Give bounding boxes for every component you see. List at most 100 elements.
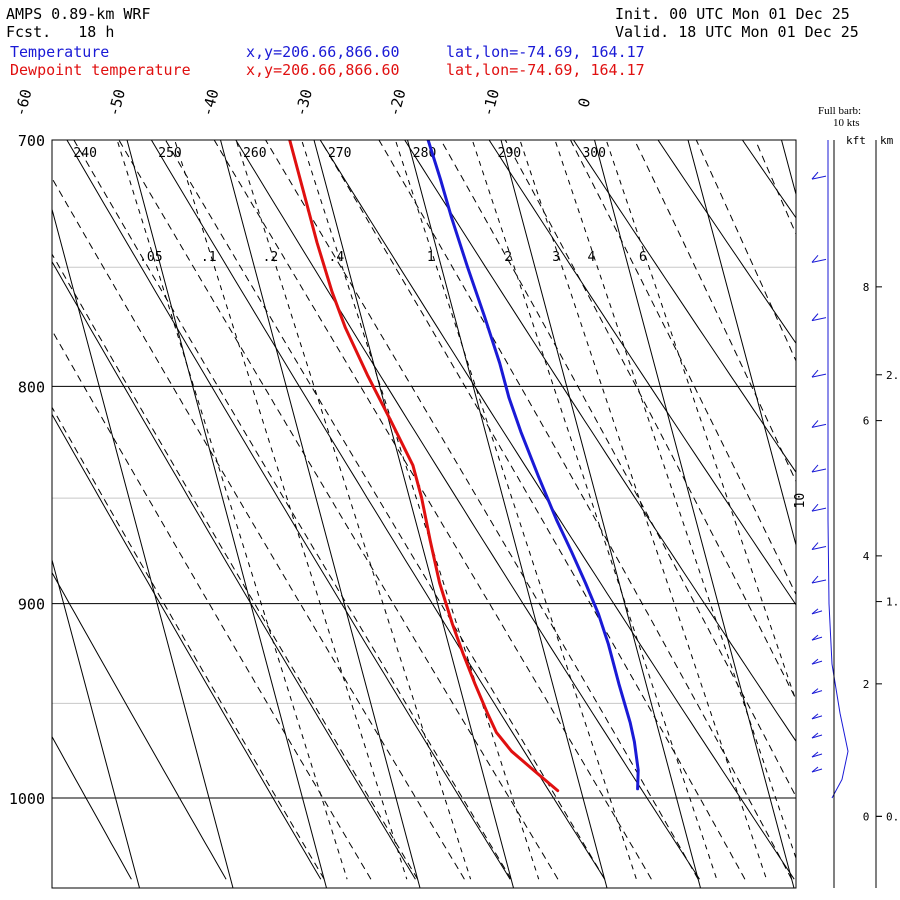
moist-adiabat bbox=[52, 406, 325, 880]
dry-adiabat-label: 270 bbox=[328, 146, 351, 161]
isotherm-tick-label: -40 bbox=[198, 87, 222, 118]
wind-barb-flag bbox=[811, 768, 823, 773]
pressure-tick-label: 1000 bbox=[9, 790, 45, 808]
isotherm bbox=[780, 140, 796, 197]
valid-time: Valid. 18 UTC Mon 01 Dec 25 bbox=[615, 23, 859, 41]
isotherm-tick-label: -30 bbox=[292, 87, 316, 118]
wind-barb-flag bbox=[811, 579, 827, 584]
moist-adiabat bbox=[319, 140, 746, 880]
mixing-ratio-line bbox=[174, 140, 408, 880]
mixing-ratio-line bbox=[519, 140, 767, 880]
dry-adiabat-label: 250 bbox=[158, 146, 181, 161]
dry-adiabat bbox=[66, 140, 511, 880]
moist-adiabat bbox=[164, 140, 606, 880]
wind-barb-flag bbox=[811, 610, 823, 615]
kft-tick-label: 4 bbox=[863, 550, 870, 563]
dry-adiabat bbox=[488, 140, 796, 606]
wind-barb-flag bbox=[811, 715, 823, 720]
moist-adiabat bbox=[504, 140, 796, 701]
wind-barb-flag bbox=[811, 507, 827, 512]
wind-barb bbox=[811, 608, 823, 615]
moist-adiabat bbox=[52, 177, 465, 880]
wind-barb bbox=[811, 575, 827, 584]
wind-barb-flag bbox=[811, 258, 827, 263]
pressure-tick-label: 800 bbox=[18, 378, 45, 396]
dry-adiabat bbox=[235, 140, 700, 880]
wind-barb-staff bbox=[811, 503, 819, 512]
dry-adiabat bbox=[572, 140, 796, 474]
wind-barb bbox=[811, 688, 823, 695]
moist-adiabat bbox=[213, 140, 652, 880]
dry-adiabat bbox=[741, 140, 796, 219]
wind-barb-flag bbox=[811, 546, 827, 551]
isotherm-tick-label: -10 bbox=[479, 87, 503, 118]
wind-barb-staff bbox=[811, 751, 819, 758]
isotherm bbox=[0, 130, 49, 898]
wind-barb-staff bbox=[811, 171, 819, 180]
pressure-tick-label: 900 bbox=[18, 596, 45, 614]
wind-barb bbox=[811, 503, 827, 512]
wind-barb-flag bbox=[811, 423, 827, 428]
isotherm-tick-label: 0 bbox=[575, 96, 595, 109]
wind-barb-flag bbox=[811, 468, 827, 473]
wind-barb-flag bbox=[811, 753, 823, 758]
dry-adiabat-label: 240 bbox=[73, 146, 96, 161]
kft-tick-label: 8 bbox=[863, 281, 870, 294]
wind-barb bbox=[811, 634, 823, 641]
dry-adiabat bbox=[52, 413, 322, 880]
km-tick-label: 0. bbox=[886, 810, 899, 823]
mixing-ratio-label: .05 bbox=[139, 250, 162, 265]
wind-barb-flag bbox=[811, 317, 827, 322]
wind-barb-flag bbox=[811, 660, 823, 665]
wind-note-line2: 10 kts bbox=[833, 117, 860, 129]
wind-barb bbox=[811, 766, 823, 773]
isotherm-tick-label: -60 bbox=[11, 87, 35, 118]
moist-adiabat bbox=[633, 140, 796, 483]
wind-barb-staff bbox=[811, 420, 819, 428]
wind-barb-staff bbox=[811, 713, 819, 720]
mixing-ratio-line bbox=[116, 140, 348, 880]
moist-adiabat bbox=[52, 253, 419, 880]
series-temperature-xy: x,y=206.66,866.60 bbox=[246, 43, 400, 61]
mixing-ratio-label: 1 bbox=[427, 250, 435, 265]
wind-barb-staff bbox=[811, 634, 819, 641]
wind-barb-staff bbox=[811, 688, 819, 695]
wind-speed-trace bbox=[827, 140, 849, 799]
wind-barb-staff bbox=[811, 658, 819, 665]
dry-adiabat bbox=[657, 140, 796, 345]
wind-note-line1: Full barb: bbox=[818, 105, 861, 117]
wind-barb-flag bbox=[811, 690, 823, 695]
wind-barb bbox=[811, 658, 823, 665]
wind-barb-staff bbox=[811, 313, 819, 321]
dry-adiabat bbox=[52, 571, 227, 880]
wind-barb bbox=[811, 713, 823, 720]
dry-adiabat bbox=[808, 114, 900, 880]
mixing-ratio-line bbox=[605, 140, 796, 703]
dry-adiabat-label: 290 bbox=[498, 146, 521, 161]
wind-barb-staff bbox=[811, 608, 819, 615]
mixing-ratio-label: 2 bbox=[504, 250, 512, 265]
moist-adiabat bbox=[569, 140, 796, 596]
wind-barb bbox=[811, 313, 827, 322]
isotach-label: 10 bbox=[793, 493, 808, 509]
mixing-ratio-label: .4 bbox=[329, 250, 345, 265]
wind-barb-staff bbox=[811, 255, 819, 263]
wind-barb bbox=[811, 420, 827, 428]
dry-adiabat-label: 300 bbox=[582, 146, 605, 161]
wind-barb bbox=[811, 732, 823, 739]
isotherm bbox=[687, 140, 796, 547]
wind-barb-flag bbox=[811, 734, 823, 739]
isotherm bbox=[52, 557, 141, 888]
kft-tick-label: 0 bbox=[863, 810, 870, 823]
series-dewpoint-xy: x,y=206.66,866.60 bbox=[246, 61, 400, 79]
kft-tick-label: 6 bbox=[863, 415, 870, 428]
mixing-ratio-label: .1 bbox=[201, 250, 217, 265]
wind-barb-flag bbox=[811, 175, 827, 180]
moist-adiabat bbox=[440, 140, 796, 798]
isotherm bbox=[126, 140, 328, 888]
isotherm bbox=[219, 140, 421, 888]
pressure-tick-label: 700 bbox=[18, 132, 45, 150]
wind-barb bbox=[811, 171, 827, 180]
dry-adiabat-label: 260 bbox=[243, 146, 266, 161]
mixing-ratio-label: 6 bbox=[639, 250, 647, 265]
